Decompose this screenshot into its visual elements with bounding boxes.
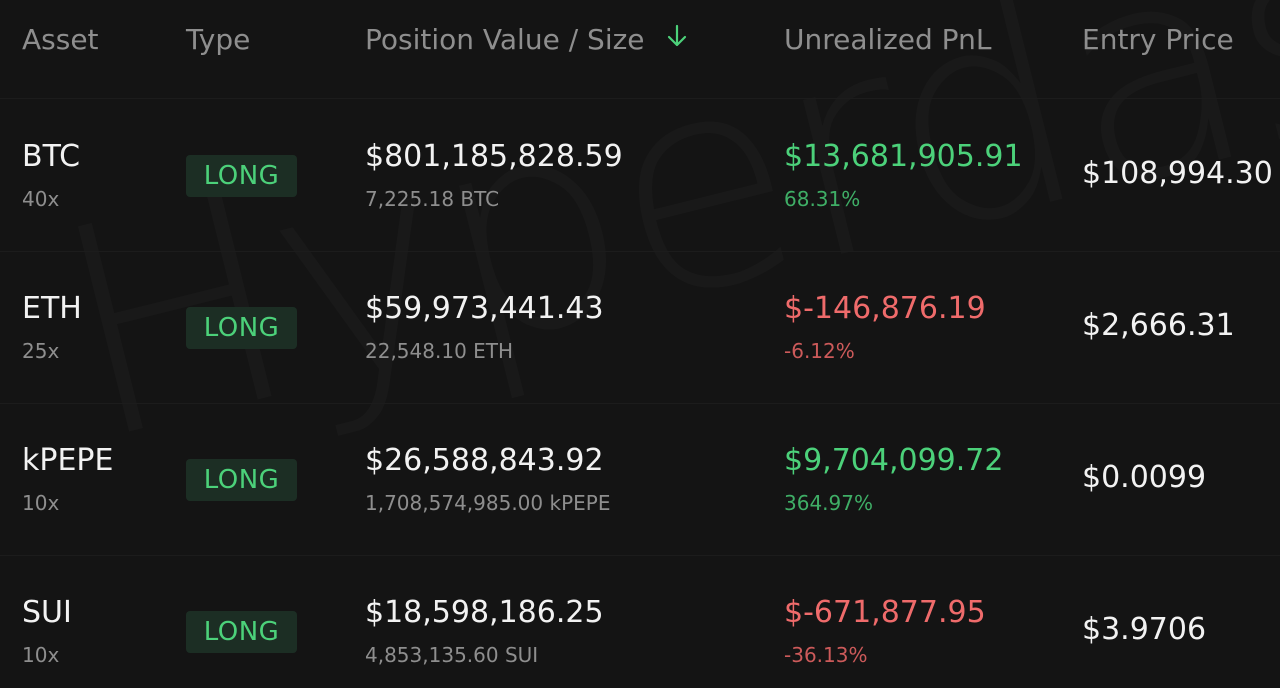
position-size: 7,225.18 BTC (365, 187, 500, 211)
table-row[interactable]: SUI 10x LONG $18,598,186.25 4,853,135.60… (0, 555, 1280, 688)
unrealized-pnl: $13,681,905.91 (784, 139, 1023, 174)
asset-name: SUI (22, 595, 72, 630)
unrealized-pnl: $-146,876.19 (784, 291, 986, 326)
unrealized-pnl-percent: 364.97% (784, 491, 873, 515)
position-value: $801,185,828.59 (365, 139, 623, 174)
unrealized-pnl-percent: -36.13% (784, 643, 868, 667)
unrealized-pnl-percent: 68.31% (784, 187, 861, 211)
asset-name: ETH (22, 291, 82, 326)
leverage: 40x (22, 187, 60, 211)
arrow-down-icon (667, 19, 687, 59)
entry-price: $3.9706 (1082, 612, 1207, 647)
header-position-label: Position Value / Size (365, 23, 645, 56)
type-badge: LONG (186, 155, 297, 197)
position-value: $18,598,186.25 (365, 595, 604, 630)
leverage: 10x (22, 491, 60, 515)
leverage: 25x (22, 339, 60, 363)
position-size: 1,708,574,985.00 kPEPE (365, 491, 611, 515)
table-row[interactable]: kPEPE 10x LONG $26,588,843.92 1,708,574,… (0, 403, 1280, 556)
type-badge: LONG (186, 307, 297, 349)
table-row[interactable]: BTC 40x LONG $801,185,828.59 7,225.18 BT… (0, 99, 1280, 252)
header-entry-price[interactable]: Entry Price (1082, 23, 1234, 56)
position-size: 4,853,135.60 SUI (365, 643, 539, 667)
leverage: 10x (22, 643, 60, 667)
position-value: $26,588,843.92 (365, 443, 604, 478)
table-row[interactable]: ETH 25x LONG $59,973,441.43 22,548.10 ET… (0, 251, 1280, 404)
type-badge: LONG (186, 459, 297, 501)
type-badge: LONG (186, 611, 297, 653)
position-value: $59,973,441.43 (365, 291, 604, 326)
unrealized-pnl: $9,704,099.72 (784, 443, 1004, 478)
unrealized-pnl: $-671,877.95 (784, 595, 986, 630)
entry-price: $0.0099 (1082, 460, 1207, 495)
table-header: Asset Type Position Value / Size Unreali… (0, 0, 1280, 99)
entry-price: $2,666.31 (1082, 308, 1235, 343)
unrealized-pnl-percent: -6.12% (784, 339, 855, 363)
header-asset[interactable]: Asset (22, 23, 99, 56)
position-size: 22,548.10 ETH (365, 339, 514, 363)
header-unrealized-pnl[interactable]: Unrealized PnL (784, 23, 992, 56)
entry-price: $108,994.30 (1082, 156, 1273, 191)
header-position-value[interactable]: Position Value / Size (365, 20, 687, 60)
asset-name: BTC (22, 139, 81, 174)
header-type[interactable]: Type (186, 23, 251, 56)
asset-name: kPEPE (22, 443, 114, 478)
